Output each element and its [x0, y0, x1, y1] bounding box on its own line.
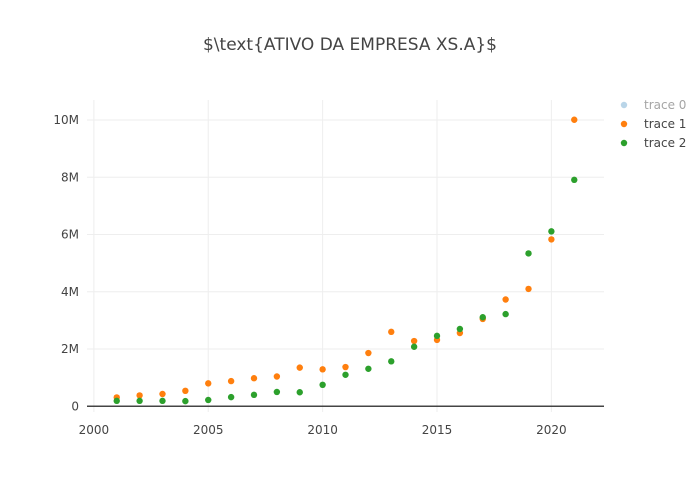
data-point[interactable] — [365, 365, 372, 372]
data-point[interactable] — [479, 314, 486, 321]
data-point[interactable] — [433, 332, 441, 340]
legend-label: trace 2 — [644, 136, 686, 150]
series-trace-2 — [113, 176, 578, 405]
x-tick-label: 2020 — [536, 423, 567, 437]
data-point[interactable] — [182, 387, 189, 395]
data-point[interactable] — [502, 296, 509, 303]
x-tick-label: 2005 — [193, 423, 224, 437]
data-point[interactable] — [159, 397, 166, 405]
data-point[interactable] — [410, 337, 418, 345]
y-tick-label: 0 — [71, 399, 79, 413]
chart-title: $\text{ATIVO DA EMPRESA XS.A}$ — [203, 35, 497, 55]
data-point[interactable] — [525, 285, 532, 293]
data-point[interactable] — [525, 250, 532, 257]
legend-label: trace 0 — [644, 98, 686, 112]
data-point[interactable] — [250, 375, 258, 382]
y-tick-label: 8M — [61, 170, 79, 184]
data-point[interactable] — [342, 371, 349, 378]
y-tick-label: 2M — [61, 342, 79, 356]
data-point[interactable] — [205, 380, 212, 387]
data-point[interactable] — [273, 373, 281, 380]
axis-layer: 2000 2005 2010 2015 2020 0 2M 4M 6M 8M 10M — [53, 113, 604, 437]
data-point[interactable] — [136, 397, 143, 405]
data-point[interactable] — [273, 388, 281, 396]
data-point[interactable] — [296, 364, 303, 371]
legend-item-trace-0[interactable]: trace 0 — [620, 98, 687, 112]
data-point[interactable] — [113, 397, 120, 405]
data-point[interactable] — [159, 390, 166, 398]
data-point[interactable] — [502, 310, 509, 318]
data-point[interactable] — [136, 392, 143, 399]
data-point[interactable] — [319, 366, 326, 373]
legend-item-trace-1[interactable]: trace 1 — [620, 117, 687, 131]
data-point[interactable] — [548, 228, 555, 235]
y-tick-label: 4M — [61, 285, 79, 299]
data-point[interactable] — [571, 116, 578, 123]
series-trace-1 — [113, 116, 578, 401]
grid-layer — [87, 100, 604, 412]
x-tick-label: 2015 — [422, 423, 453, 437]
legend-marker — [620, 139, 628, 147]
legend: trace 0 trace 1 trace 2 — [620, 98, 687, 150]
data-point[interactable] — [319, 381, 326, 389]
data-point[interactable] — [342, 363, 349, 371]
data-point[interactable] — [227, 393, 235, 401]
data-point[interactable] — [548, 236, 555, 243]
data-point[interactable] — [250, 391, 258, 399]
y-tick-label: 6M — [61, 228, 79, 242]
data-point[interactable] — [365, 349, 372, 357]
x-tick-label: 2000 — [79, 423, 110, 437]
legend-item-trace-2[interactable]: trace 2 — [620, 136, 687, 150]
data-point[interactable] — [388, 328, 395, 336]
data-point[interactable] — [227, 377, 235, 385]
legend-marker — [620, 120, 628, 128]
data-point[interactable] — [410, 343, 418, 350]
data-point[interactable] — [182, 397, 189, 405]
legend-marker — [620, 101, 628, 109]
data-point[interactable] — [205, 396, 212, 404]
data-point[interactable] — [456, 325, 464, 333]
points-layer — [113, 116, 578, 405]
data-point[interactable] — [388, 358, 395, 365]
legend-label: trace 1 — [644, 117, 686, 131]
data-point[interactable] — [571, 176, 578, 184]
y-tick-label: 10M — [53, 113, 79, 127]
data-point[interactable] — [296, 389, 303, 396]
x-tick-label: 2010 — [307, 423, 338, 437]
